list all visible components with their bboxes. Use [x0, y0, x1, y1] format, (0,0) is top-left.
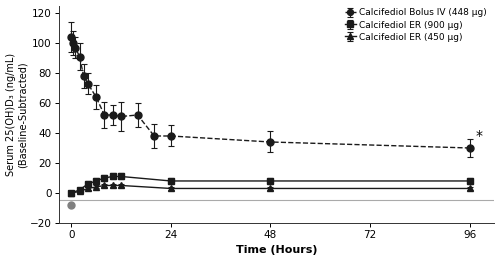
Text: *: * — [476, 129, 483, 143]
Y-axis label: Serum 25(OH)D₃ (ng/mL)
(Baseline-Subtracted): Serum 25(OH)D₃ (ng/mL) (Baseline-Subtrac… — [6, 53, 27, 176]
Legend: Calcifediol Bolus IV (448 μg), Calcifediol ER (900 μg), Calcifediol ER (450 μg): Calcifediol Bolus IV (448 μg), Calcifedi… — [342, 6, 490, 44]
X-axis label: Time (Hours): Time (Hours) — [236, 245, 318, 256]
